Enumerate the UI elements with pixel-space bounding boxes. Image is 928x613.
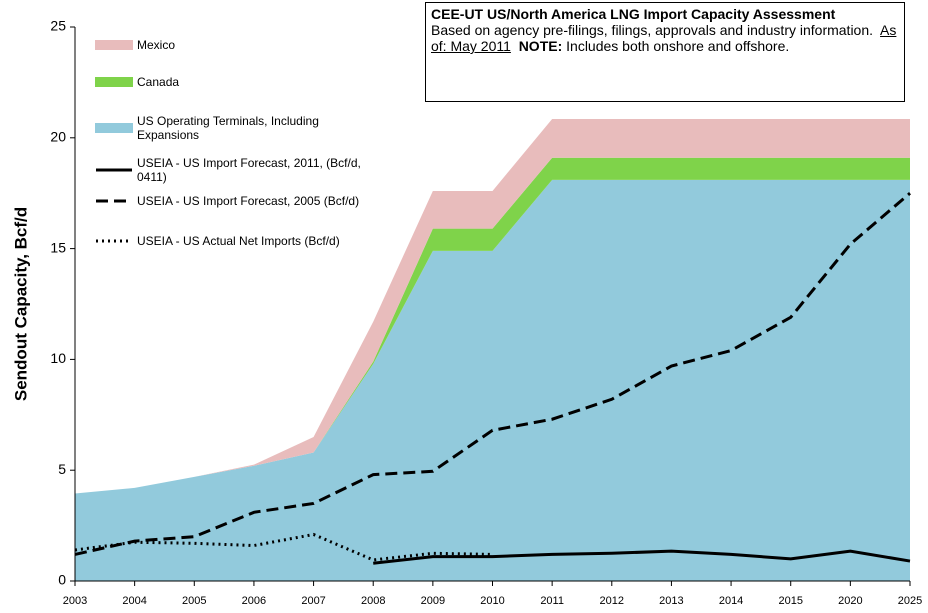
legend-swatch <box>95 77 133 87</box>
area <box>75 179 910 582</box>
legend-swatch-fill <box>95 40 133 50</box>
line <box>74 192 911 556</box>
y-tick-label: 10 <box>50 350 66 366</box>
x-tick-label: 2015 <box>778 595 802 607</box>
legend-entry: USEIA - US Import Forecast, 2005 (Bcf/d) <box>95 187 395 215</box>
legend-swatch <box>96 168 132 172</box>
legend-entry: US Operating Terminals, Including Expans… <box>95 114 395 142</box>
x-tick-label: 2009 <box>421 595 445 607</box>
legend-label: US Operating Terminals, Including Expans… <box>137 114 319 142</box>
y-tick-label: 0 <box>58 572 66 588</box>
x-tick-label: 2025 <box>898 595 922 607</box>
legend-label: USEIA - US Import Forecast, 2011, (Bcf/d… <box>137 156 361 184</box>
x-tick-label: 2011 <box>540 595 564 607</box>
x-tick-label: 2020 <box>838 595 862 607</box>
legend-label: Canada <box>137 75 180 89</box>
x-tick-label: 2014 <box>719 595 743 607</box>
annotation-text: Based on agency pre-filings, filings, ap… <box>431 22 874 38</box>
legend-swatch-fill <box>95 123 133 133</box>
line <box>74 532 493 562</box>
y-tick-label: 20 <box>50 129 66 145</box>
legend-swatch <box>96 199 132 203</box>
area <box>75 118 910 494</box>
y-tick-label: 15 <box>50 239 66 255</box>
legend-swatch <box>95 40 133 50</box>
x-tick-label: 2008 <box>361 595 385 607</box>
legend-label: USEIA - US Import Forecast, 2005 (Bcf/d) <box>137 194 360 208</box>
annotation-note: Includes both onshore and offshore. <box>566 38 790 54</box>
x-tick-label: 2004 <box>122 595 146 607</box>
y-tick-label: 25 <box>50 18 66 34</box>
legend-swatch-fill <box>95 77 133 87</box>
x-tick-label: 2003 <box>63 595 87 607</box>
x-tick-label: 2012 <box>600 595 624 607</box>
x-tick-label: 2005 <box>182 595 206 607</box>
legend-entry: USEIA - US Import Forecast, 2011, (Bcf/d… <box>95 156 395 184</box>
y-axis-label: Sendout Capacity, Bcf/d <box>11 207 30 401</box>
x-tick-label: 2010 <box>480 595 504 607</box>
x-tick-label: 2013 <box>659 595 683 607</box>
annotation-date: As of: May 2011 <box>431 22 897 54</box>
legend-entry: Mexico <box>95 31 395 59</box>
x-tick-label: 2006 <box>242 595 266 607</box>
legend-label: Mexico <box>137 38 176 52</box>
annotation-note-label: NOTE: <box>518 38 563 54</box>
legend-swatch <box>95 123 133 133</box>
legend-entry: Canada <box>95 68 395 96</box>
y-tick-label: 5 <box>58 461 66 477</box>
legend-label: USEIA - US Actual Net Imports (Bcf/d) <box>137 234 340 248</box>
legend-swatch <box>96 239 132 243</box>
x-tick-label: 2007 <box>301 595 325 607</box>
annotation-title: CEE-UT US/North America LNG Import Capac… <box>431 6 836 22</box>
legend-entry: USEIA - US Actual Net Imports (Bcf/d) <box>95 227 395 255</box>
line <box>373 549 911 565</box>
annotation-box: CEE-UT US/North America LNG Import Capac… <box>425 2 905 102</box>
